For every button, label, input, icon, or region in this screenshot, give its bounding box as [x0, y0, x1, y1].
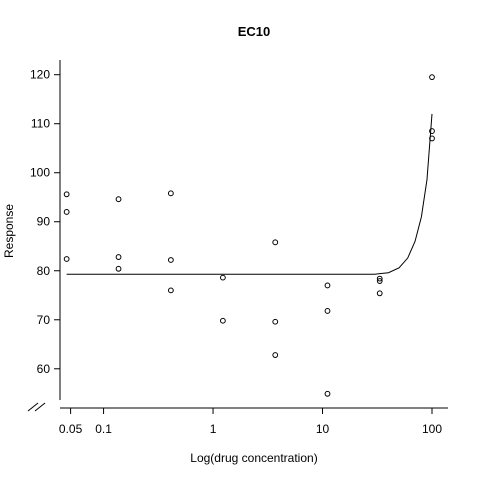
data-point	[63, 256, 70, 262]
data-point	[429, 135, 435, 142]
x-tick-label: 10	[316, 422, 330, 436]
axis-break-marker	[27, 402, 46, 412]
data-point	[219, 274, 226, 281]
data-point	[429, 128, 435, 134]
data-point	[63, 191, 70, 198]
data-point	[115, 265, 122, 272]
axis-break-slash-1	[27, 402, 39, 412]
y-tick-label: 70	[37, 313, 51, 327]
data-point	[63, 209, 70, 215]
axis-break-slash-2	[34, 402, 46, 412]
x-tick-label: 0.05	[59, 422, 83, 436]
y-tick-label: 110	[31, 117, 50, 131]
y-tick-label: 60	[37, 362, 51, 376]
x-tick-label: 100	[422, 422, 442, 436]
y-tick-label: 120	[30, 68, 50, 82]
data-point	[167, 190, 174, 197]
data-point	[324, 308, 331, 314]
data-points	[63, 74, 435, 397]
y-tick-label: 80	[37, 264, 51, 278]
data-point	[115, 254, 122, 260]
fit-curve-line	[66, 113, 433, 275]
data-point	[376, 275, 383, 282]
x-axis-label: Log(drug concentration)	[190, 451, 317, 465]
data-point	[115, 196, 122, 203]
data-point	[272, 318, 279, 325]
y-tick-label: 100	[30, 166, 50, 180]
y-tick-label: 90	[37, 215, 51, 229]
x-tick-label: 1	[210, 422, 217, 436]
data-point	[167, 257, 174, 263]
data-point	[376, 278, 383, 284]
data-point	[219, 317, 226, 324]
x-ticks: 0.05 0.1 1 10 100	[59, 408, 442, 436]
y-ticks: 60 70 80 90 100 110 120	[30, 68, 60, 376]
data-point	[167, 287, 174, 294]
data-point	[429, 74, 435, 81]
data-point	[272, 239, 279, 246]
data-point	[272, 352, 279, 358]
chart-title: EC10	[238, 24, 271, 39]
data-point	[324, 282, 331, 289]
y-axis-label: Response	[2, 204, 16, 258]
x-tick-label: 0.1	[95, 422, 112, 436]
data-point	[376, 290, 383, 297]
data-point	[324, 390, 331, 397]
